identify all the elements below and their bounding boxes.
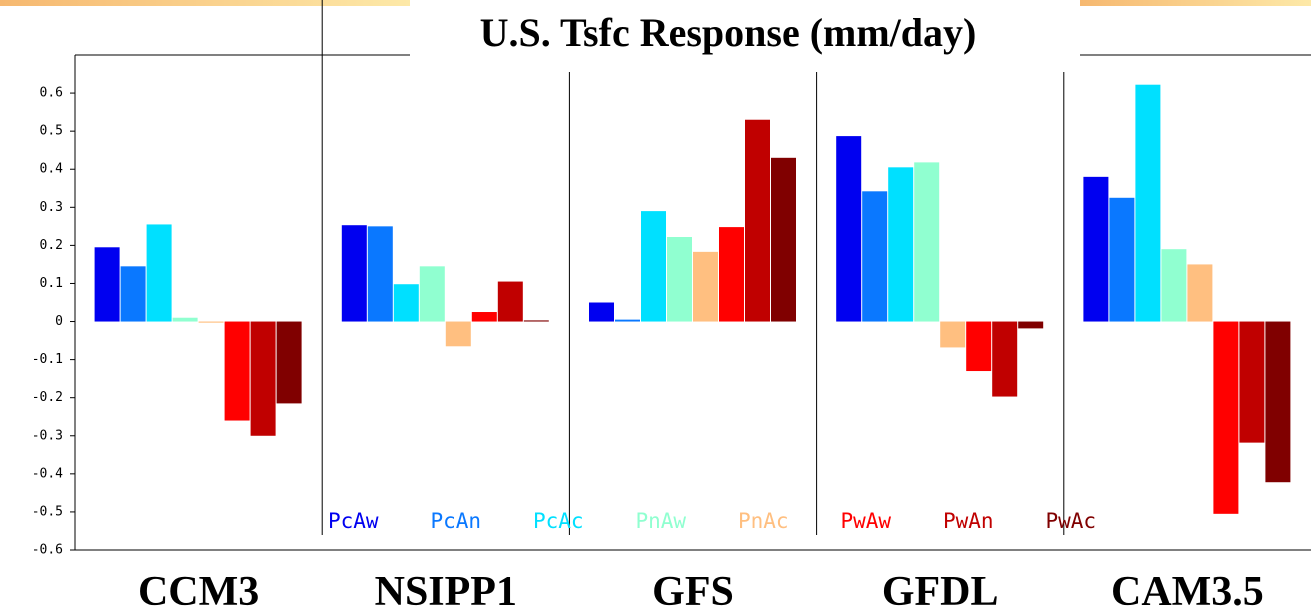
bar: [1187, 264, 1213, 322]
bar: [1109, 197, 1135, 322]
x-tick-label: GFS: [652, 569, 734, 612]
bar: [367, 226, 393, 322]
legend-entry: PnAc: [738, 509, 789, 533]
y-tick-label: 0.4: [40, 162, 64, 177]
bar: [198, 321, 224, 323]
y-tick-label: -0.3: [32, 428, 63, 443]
bar: [888, 167, 914, 322]
bar: [120, 266, 146, 322]
bar: [393, 284, 419, 322]
y-tick-label: 0.1: [40, 276, 63, 291]
legend-entry: PnAw: [636, 509, 687, 533]
bar: [992, 321, 1018, 397]
bar: [1239, 321, 1265, 443]
chart-title: U.S. Tsfc Response (mm/day): [480, 10, 977, 55]
bar: [497, 281, 523, 322]
bar: [146, 224, 172, 322]
plot: -0.6 -0.5 -0.4 -0.3 -0.2 -0.1 0 0.1 0.2 0.3 0.4 0.5…: [32, 0, 1311, 612]
bar: [745, 119, 770, 322]
bar: [836, 136, 862, 322]
decor-stripe: [1080, 0, 1311, 6]
bar: [1265, 321, 1291, 483]
bar: [1135, 84, 1161, 322]
bar: [719, 227, 744, 322]
bar: [1161, 249, 1187, 322]
y-tick-label: 0.2: [40, 238, 63, 253]
y-tick-label: 0.5: [40, 124, 63, 139]
bar: [471, 312, 497, 322]
bar: [1213, 321, 1239, 514]
legend-entry: PwAc: [1046, 509, 1097, 533]
bar: [172, 317, 198, 322]
bar: [693, 251, 718, 322]
legend-entry: PcAc: [533, 509, 584, 533]
legend-entry: PcAn: [431, 509, 482, 533]
bar: [419, 266, 445, 322]
bar: [445, 321, 471, 347]
x-tick-label: NSIPP1: [375, 569, 517, 612]
y-tick-label: 0: [55, 314, 63, 329]
y-tick-label: -0.6: [32, 543, 63, 558]
y-tick-label: 0.3: [40, 200, 63, 215]
x-tick-label: CCM3: [138, 569, 259, 612]
y-tick-label: -0.5: [32, 504, 63, 519]
y-tick-label: 0.6: [40, 86, 63, 101]
bar: [771, 157, 796, 322]
bar: [914, 162, 940, 322]
bar: [250, 321, 276, 436]
bar: [615, 319, 640, 322]
bar: [341, 225, 367, 322]
bar: [641, 211, 666, 322]
y-tick-label: -0.1: [32, 352, 63, 367]
x-tick-label: CAM3.5: [1111, 569, 1264, 612]
bar: [94, 247, 120, 322]
title-box: [410, 0, 1080, 72]
x-tick-label: GFDL: [882, 569, 999, 612]
bar: [1018, 321, 1044, 329]
bar: [966, 321, 992, 372]
bar: [589, 302, 614, 322]
bar: [276, 321, 302, 404]
bar: [862, 191, 888, 322]
legend-entry: PwAn: [943, 509, 994, 533]
bar: [1083, 176, 1109, 322]
legend-entry: PwAw: [841, 509, 892, 533]
bar: [667, 237, 692, 322]
bar: [940, 321, 966, 348]
y-tick-label: -0.4: [32, 466, 63, 481]
bar: [523, 320, 549, 322]
decor-stripe: [0, 0, 410, 6]
bar: [224, 321, 250, 421]
y-tick-label: -0.2: [32, 390, 63, 405]
legend-entry: PcAw: [328, 509, 379, 533]
